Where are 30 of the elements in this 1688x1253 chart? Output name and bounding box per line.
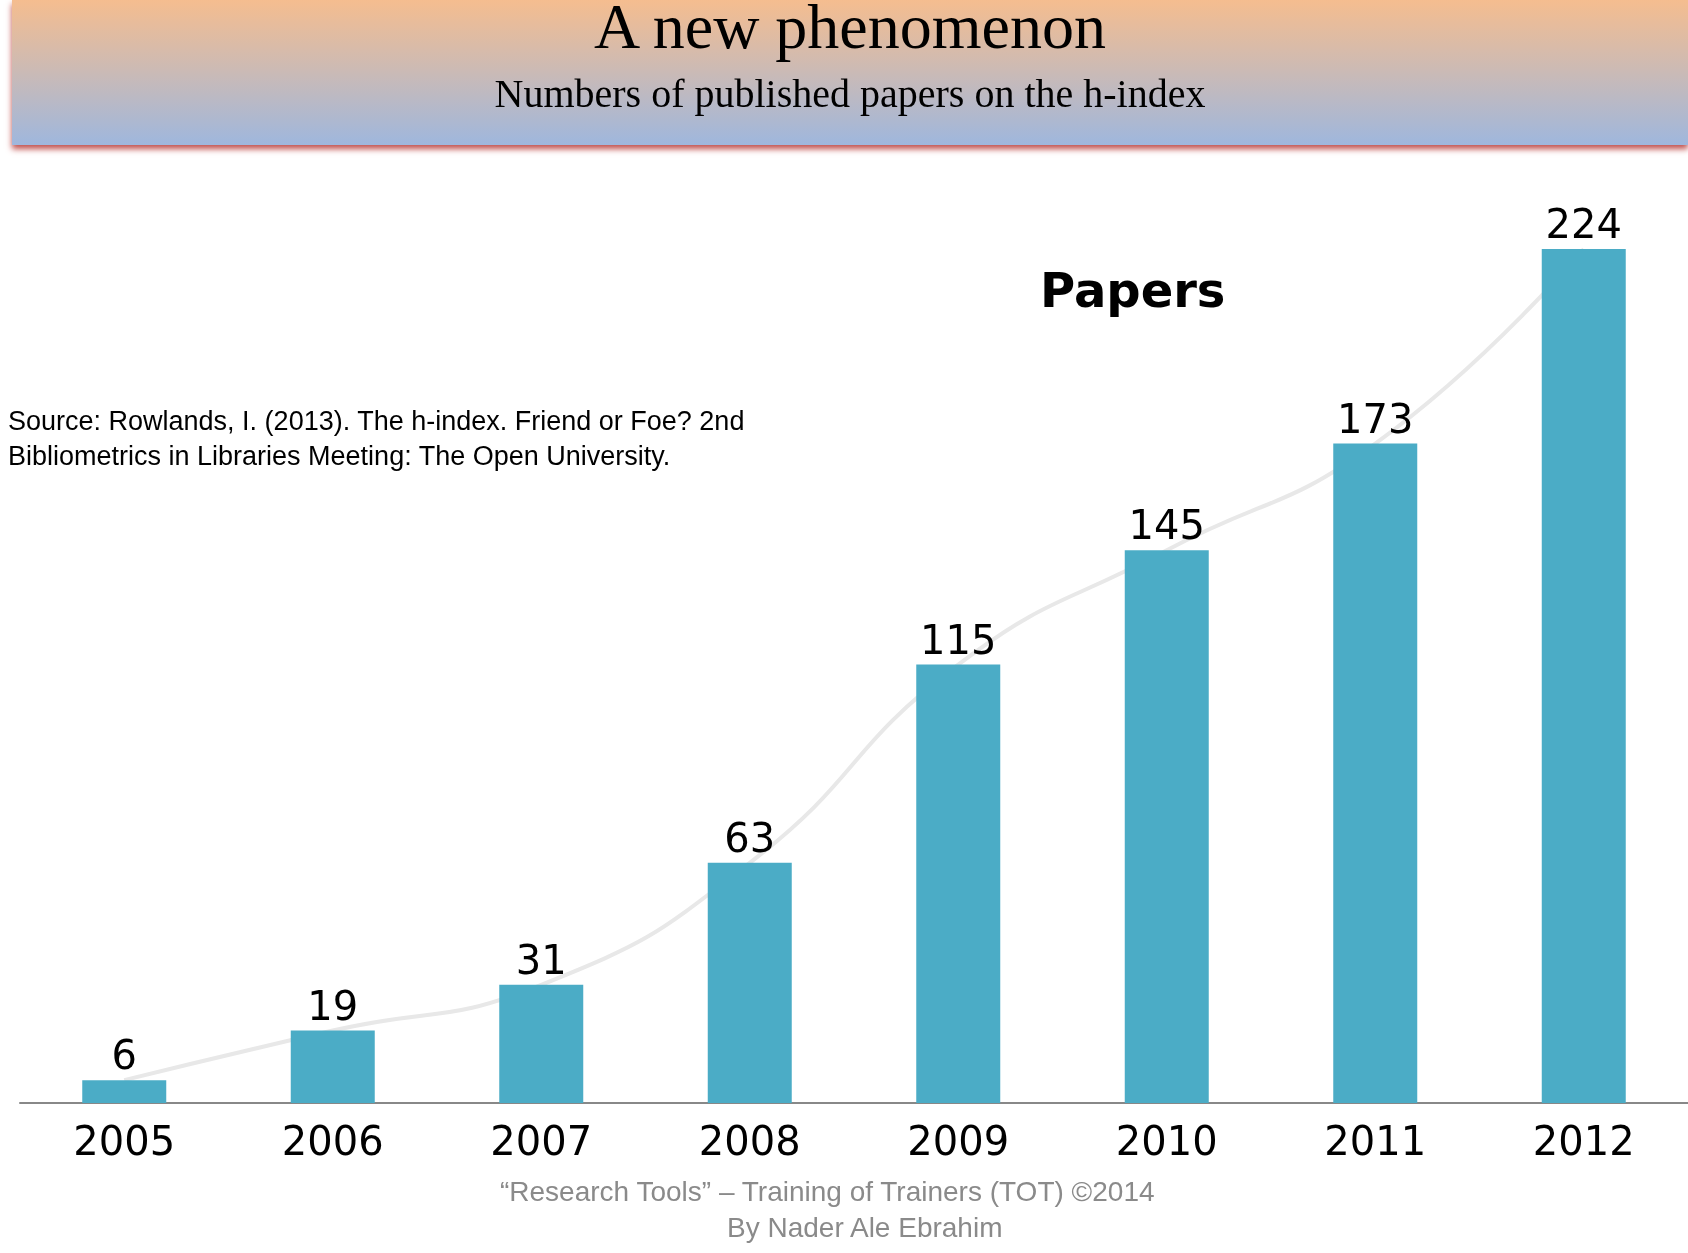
text: By Nader Ale Ebrahim [727,1212,1003,1244]
annotation: Papers [1040,262,1226,318]
bar [1541,249,1626,1103]
x-tick-label: 2007 [490,1118,593,1164]
x-tick-label: 2009 [907,1118,1010,1164]
data-label: 145 [1128,502,1205,549]
data-label: 224 [1545,201,1622,248]
x-tick-label: 2006 [281,1118,384,1164]
data-label: 31 [515,936,567,983]
bar [82,1080,167,1103]
bar [1124,550,1209,1103]
data-label: 173 [1337,395,1414,442]
data-label: 6 [111,1032,137,1079]
annotation: Source: Rowlands, I. (2013). The h-index. Friend or Foe? 2nd Bibliometrics in Libraries Meeting: The Open University. [8,405,746,473]
bar [290,1030,375,1103]
chart-subtitle: Numbers of published papers on the h-index [493,70,1207,117]
bar [707,862,792,1103]
x-tick-label: 2008 [698,1118,801,1164]
bar [499,984,584,1103]
data-label: 63 [724,814,776,861]
bar [1333,443,1418,1103]
data-label: 19 [307,982,359,1029]
text: “Research Tools” – Training of Trainers (TOT) ©2014 [500,1176,1155,1208]
x-tick-label: 2011 [1324,1118,1427,1164]
x-tick-label: 2010 [1115,1118,1218,1164]
x-tick-label: 2005 [73,1118,176,1164]
x-tick-label: 2012 [1532,1118,1635,1164]
data-label: 115 [920,616,997,663]
bar [916,664,1001,1103]
chart-title: A new phenomenon [593,0,1107,64]
